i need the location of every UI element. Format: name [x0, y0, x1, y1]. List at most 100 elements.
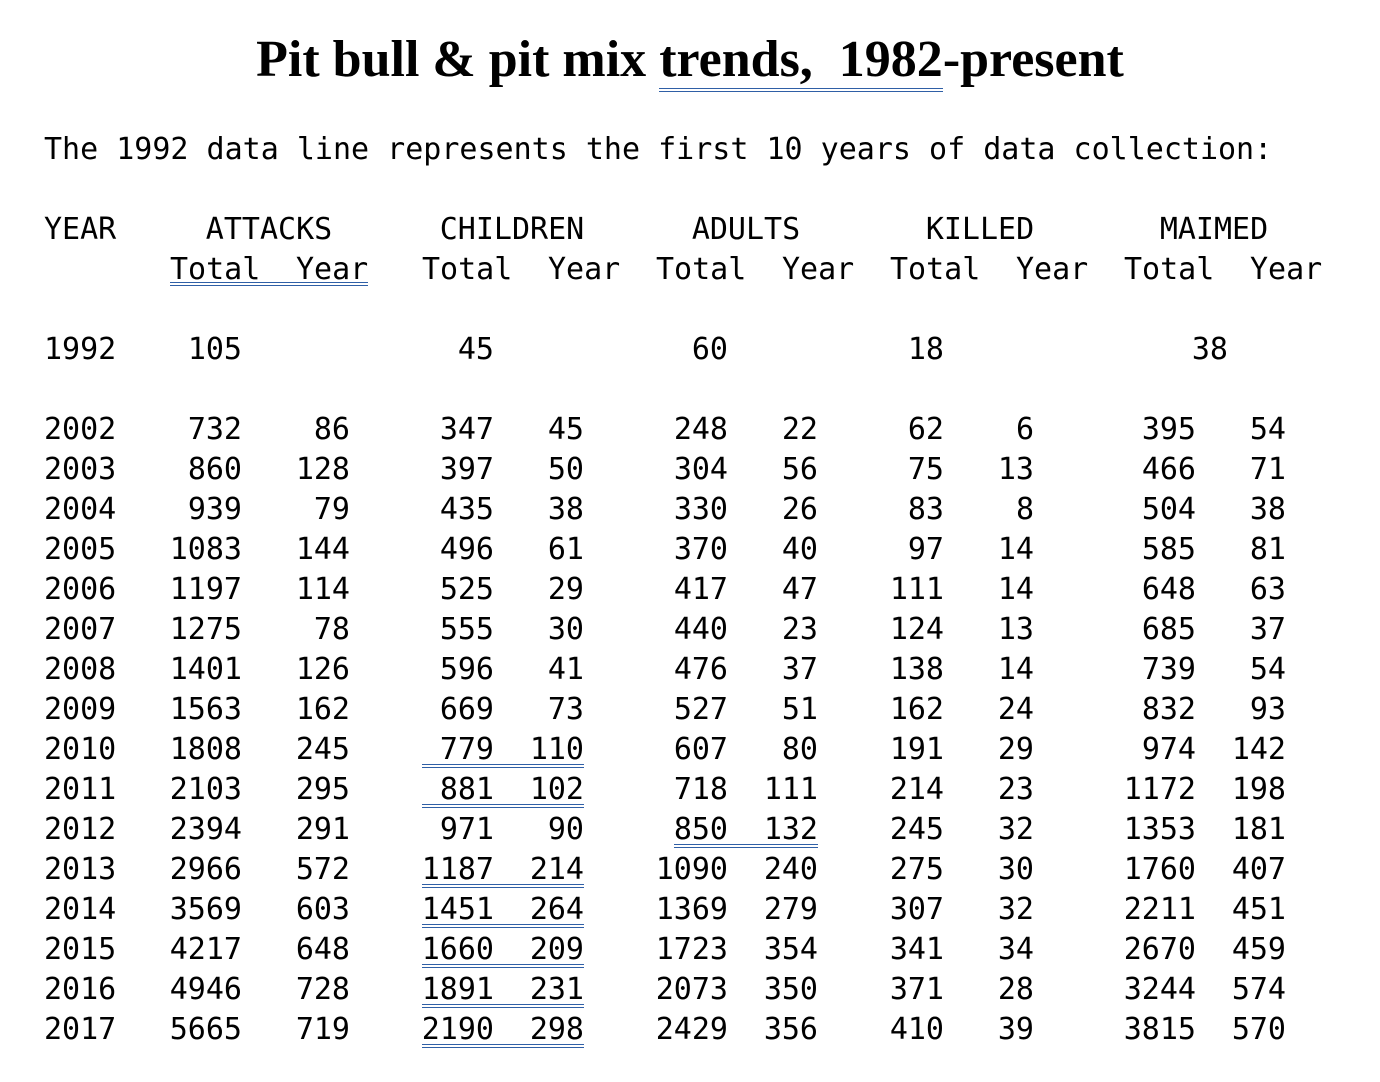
- killed-year-cell: 39: [997, 1012, 1034, 1047]
- children-underline: [422, 804, 584, 808]
- row-year: 2003: [44, 452, 117, 487]
- subheader-total: Total: [1124, 252, 1215, 287]
- subheader-year: Year: [1250, 252, 1323, 287]
- children-year-cell: 214: [529, 852, 584, 887]
- maimed-total-cell: 832: [1141, 692, 1196, 727]
- row-year: 2016: [44, 972, 117, 1007]
- maimed-total-cell: 466: [1141, 452, 1196, 487]
- attacks-total-cell: 1401: [169, 652, 242, 687]
- adults-underline: [674, 844, 818, 848]
- killed-total-cell: 62: [907, 412, 944, 447]
- children-total-cell: 1891: [421, 972, 494, 1007]
- adults-year-cell: 356: [763, 1012, 818, 1047]
- children-year-cell: 209: [529, 932, 584, 967]
- adults-total-cell: 476: [673, 652, 728, 687]
- adults-total-cell: 370: [673, 532, 728, 567]
- children-total-cell: 1451: [421, 892, 494, 927]
- maimed-year-cell: 54: [1249, 412, 1286, 447]
- adults-year-cell: 47: [781, 572, 818, 607]
- adults-total-cell: 2429: [655, 1012, 728, 1047]
- children-year-cell: 45: [547, 412, 584, 447]
- title-underlined-link[interactable]: trends, 1982: [659, 31, 943, 92]
- attacks-year-cell: 603: [295, 892, 350, 927]
- row-year: 2005: [44, 532, 117, 567]
- subheader-year: Year: [1016, 252, 1089, 287]
- adults-year-cell: 22: [781, 412, 818, 447]
- maimed-year-cell: 181: [1231, 812, 1286, 847]
- subheader-total: Total: [656, 252, 747, 287]
- row-year: 2004: [44, 492, 117, 527]
- maimed-year-cell: 451: [1231, 892, 1286, 927]
- row-year: 1992: [44, 332, 117, 367]
- maimed-total-cell: 585: [1141, 532, 1196, 567]
- killed-total-cell: 214: [889, 772, 944, 807]
- subheader-year: Year: [782, 252, 855, 287]
- subheader-year: Year: [548, 252, 621, 287]
- killed-total-cell: 111: [889, 572, 944, 607]
- attacks-total-cell: 732: [187, 412, 242, 447]
- maimed-year-cell: 38: [1249, 492, 1286, 527]
- children-underline: [422, 964, 584, 968]
- row-year: 2017: [44, 1012, 117, 1047]
- attacks-total-cell: 1197: [169, 572, 242, 607]
- adults-year-cell: 279: [763, 892, 818, 927]
- attacks-total-cell: 1083: [169, 532, 242, 567]
- children-underline: [422, 1044, 584, 1048]
- maimed-total-cell: 2211: [1123, 892, 1196, 927]
- maimed-total-cell: 1172: [1123, 772, 1196, 807]
- maimed-total-cell: 38: [1191, 332, 1228, 367]
- maimed-year-cell: 407: [1231, 852, 1286, 887]
- adults-total-cell: 607: [673, 732, 728, 767]
- children-total-cell: 881: [439, 772, 494, 807]
- killed-year-cell: 32: [997, 892, 1034, 927]
- attacks-year-cell: 572: [295, 852, 350, 887]
- maimed-year-cell: 570: [1231, 1012, 1286, 1047]
- killed-total-cell: 138: [889, 652, 944, 687]
- maimed-year-cell: 54: [1249, 652, 1286, 687]
- children-year-cell: 231: [529, 972, 584, 1007]
- killed-total-cell: 341: [889, 932, 944, 967]
- maimed-total-cell: 395: [1141, 412, 1196, 447]
- killed-year-cell: 29: [997, 732, 1034, 767]
- adults-year-cell: 350: [763, 972, 818, 1007]
- maimed-year-cell: 198: [1231, 772, 1286, 807]
- attacks-total-cell: 939: [187, 492, 242, 527]
- attacks-total-cell: 5665: [169, 1012, 242, 1047]
- attacks-total-cell: 4946: [169, 972, 242, 1007]
- children-year-cell: 298: [529, 1012, 584, 1047]
- attacks-total-cell: 2394: [169, 812, 242, 847]
- subheader-total: Total: [170, 252, 261, 287]
- killed-year-cell: 24: [997, 692, 1034, 727]
- maimed-total-cell: 2670: [1123, 932, 1196, 967]
- children-year-cell: 38: [547, 492, 584, 527]
- children-year-cell: 90: [547, 812, 584, 847]
- maimed-total-cell: 504: [1141, 492, 1196, 527]
- row-year: 2002: [44, 412, 117, 447]
- children-year-cell: 73: [547, 692, 584, 727]
- title-prefix: Pit bull & pit mix: [256, 31, 660, 88]
- row-year: 2014: [44, 892, 117, 927]
- adults-total-cell: 1723: [655, 932, 728, 967]
- adults-total-cell: 330: [673, 492, 728, 527]
- attacks-total-cell: 2966: [169, 852, 242, 887]
- attacks-total-cell: 1275: [169, 612, 242, 647]
- children-total-cell: 1187: [421, 852, 494, 887]
- row-year: 2015: [44, 932, 117, 967]
- maimed-year-cell: 574: [1231, 972, 1286, 1007]
- killed-year-cell: 13: [997, 612, 1034, 647]
- attacks-year-cell: 648: [295, 932, 350, 967]
- killed-year-cell: 34: [997, 932, 1034, 967]
- attacks-total-cell: 2103: [169, 772, 242, 807]
- killed-year-cell: 13: [997, 452, 1034, 487]
- children-underline: [422, 924, 584, 928]
- maimed-total-cell: 3244: [1123, 972, 1196, 1007]
- adults-total-cell: 2073: [655, 972, 728, 1007]
- attacks-total-cell: 3569: [169, 892, 242, 927]
- attacks-year-cell: 295: [295, 772, 350, 807]
- maimed-year-cell: 71: [1249, 452, 1286, 487]
- attacks-total-cell: 860: [187, 452, 242, 487]
- children-total-cell: 596: [439, 652, 494, 687]
- maimed-total-cell: 1760: [1123, 852, 1196, 887]
- killed-total-cell: 371: [889, 972, 944, 1007]
- children-underline: [422, 884, 584, 888]
